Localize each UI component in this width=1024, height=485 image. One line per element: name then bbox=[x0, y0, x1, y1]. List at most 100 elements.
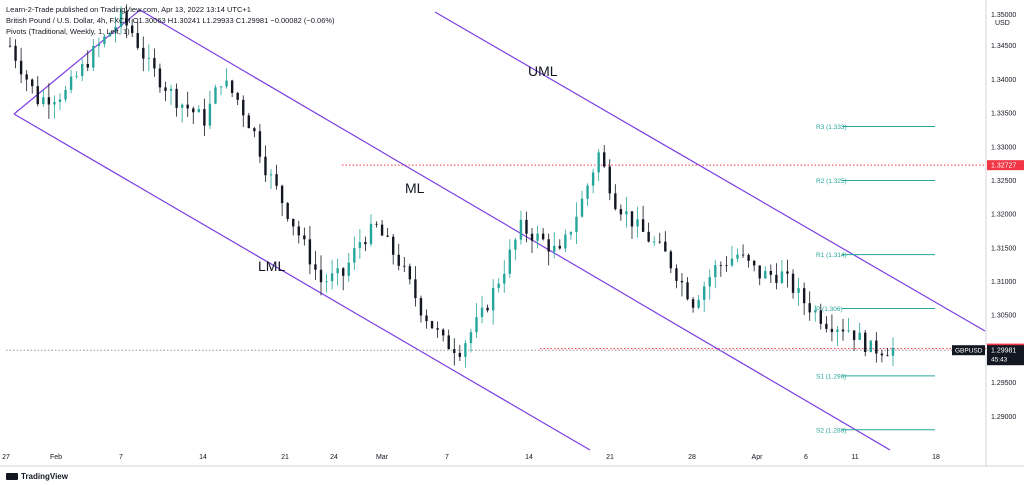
candle bbox=[614, 184, 617, 211]
candle-body bbox=[697, 299, 700, 308]
candle-body bbox=[464, 343, 467, 357]
x-tick-label: Mar bbox=[376, 454, 389, 461]
candle-body bbox=[203, 109, 206, 126]
candle bbox=[353, 236, 356, 271]
candle bbox=[408, 263, 412, 285]
brand-label: TradingView bbox=[21, 472, 68, 481]
candle bbox=[164, 81, 167, 102]
candle bbox=[453, 338, 456, 366]
candle bbox=[664, 231, 667, 252]
candle bbox=[825, 316, 828, 333]
candle bbox=[836, 326, 839, 347]
candle bbox=[42, 90, 45, 107]
candle-body bbox=[458, 352, 462, 357]
candle bbox=[603, 145, 606, 168]
candle bbox=[653, 236, 656, 247]
candle-body bbox=[297, 226, 300, 236]
y-tick-label: 1.29500 bbox=[991, 380, 1016, 387]
candle-body bbox=[808, 303, 811, 313]
candle bbox=[736, 248, 739, 262]
candle-body bbox=[342, 268, 345, 276]
candle-body bbox=[158, 68, 162, 88]
last-price-label: 1.29981 bbox=[991, 348, 1016, 355]
candle bbox=[497, 278, 500, 293]
candle bbox=[725, 256, 728, 272]
candle bbox=[247, 112, 250, 129]
candle bbox=[608, 159, 611, 201]
grid bbox=[0, 0, 1024, 467]
candle bbox=[203, 98, 206, 136]
candle-body bbox=[758, 265, 761, 279]
candle bbox=[414, 266, 417, 307]
tradingview-logo[interactable]: TradingView bbox=[6, 472, 68, 481]
candle bbox=[841, 318, 845, 341]
candle-body bbox=[403, 265, 406, 267]
candle bbox=[641, 205, 645, 233]
candle-body bbox=[25, 74, 28, 80]
candle bbox=[880, 349, 884, 363]
candle-body bbox=[275, 174, 278, 186]
candle-body bbox=[419, 298, 423, 316]
candle bbox=[764, 266, 767, 279]
x-tick-label: 21 bbox=[281, 454, 289, 461]
candle bbox=[197, 105, 201, 113]
candle bbox=[75, 70, 78, 79]
candle-body bbox=[575, 216, 578, 232]
candle bbox=[691, 297, 695, 313]
candle bbox=[858, 322, 861, 341]
candle-body bbox=[586, 185, 589, 199]
candle bbox=[230, 79, 234, 98]
candle-body bbox=[636, 219, 639, 227]
y-tick-label: 1.32000 bbox=[991, 212, 1016, 219]
candle bbox=[486, 304, 489, 313]
candle bbox=[292, 218, 295, 236]
candle-body bbox=[397, 254, 400, 266]
candle-body bbox=[164, 87, 167, 91]
candle bbox=[214, 84, 217, 105]
candle-body bbox=[702, 286, 706, 300]
x-tick-label: 14 bbox=[199, 454, 207, 461]
candle-body bbox=[558, 245, 561, 249]
candle-body bbox=[31, 79, 34, 87]
channel-label: ML bbox=[405, 180, 425, 196]
candle bbox=[269, 169, 273, 190]
candle-body bbox=[353, 248, 356, 263]
y-tick-label: 1.32500 bbox=[991, 178, 1016, 185]
candle bbox=[69, 69, 73, 94]
candle bbox=[636, 206, 639, 238]
candle bbox=[680, 273, 684, 297]
candle bbox=[403, 256, 406, 273]
candle-body bbox=[430, 321, 434, 329]
candle bbox=[308, 225, 312, 275]
candle-body bbox=[192, 108, 195, 113]
candle bbox=[819, 303, 823, 330]
candle-body bbox=[36, 86, 39, 105]
candle bbox=[530, 227, 534, 253]
candle-body bbox=[53, 101, 56, 105]
candle bbox=[797, 277, 800, 306]
candle-body bbox=[519, 219, 523, 240]
candle-body bbox=[364, 242, 367, 245]
symbol-line: British Pound / U.S. Dollar, 4h, FXCM O1… bbox=[6, 16, 335, 25]
candle-body bbox=[408, 266, 412, 280]
candle bbox=[686, 277, 689, 301]
candle-body bbox=[503, 273, 506, 284]
candle-body bbox=[553, 245, 556, 252]
x-tick-label: Apr bbox=[752, 454, 764, 461]
candle-body bbox=[175, 88, 178, 108]
candle bbox=[391, 234, 395, 265]
candle bbox=[125, 4, 128, 38]
candle bbox=[441, 328, 445, 342]
candle bbox=[558, 239, 561, 250]
candle-body bbox=[75, 75, 78, 77]
chart-header: Learn-2-Trade published on TradingView.c… bbox=[6, 4, 335, 37]
x-tick-label: 7 bbox=[119, 454, 123, 461]
candle-body bbox=[580, 198, 584, 217]
tradingview-icon bbox=[6, 473, 18, 480]
candle-body bbox=[547, 239, 550, 252]
y-tick-label: 1.34000 bbox=[991, 77, 1016, 84]
candle-body bbox=[119, 11, 123, 27]
candle-body bbox=[197, 109, 201, 113]
candle bbox=[264, 145, 267, 182]
